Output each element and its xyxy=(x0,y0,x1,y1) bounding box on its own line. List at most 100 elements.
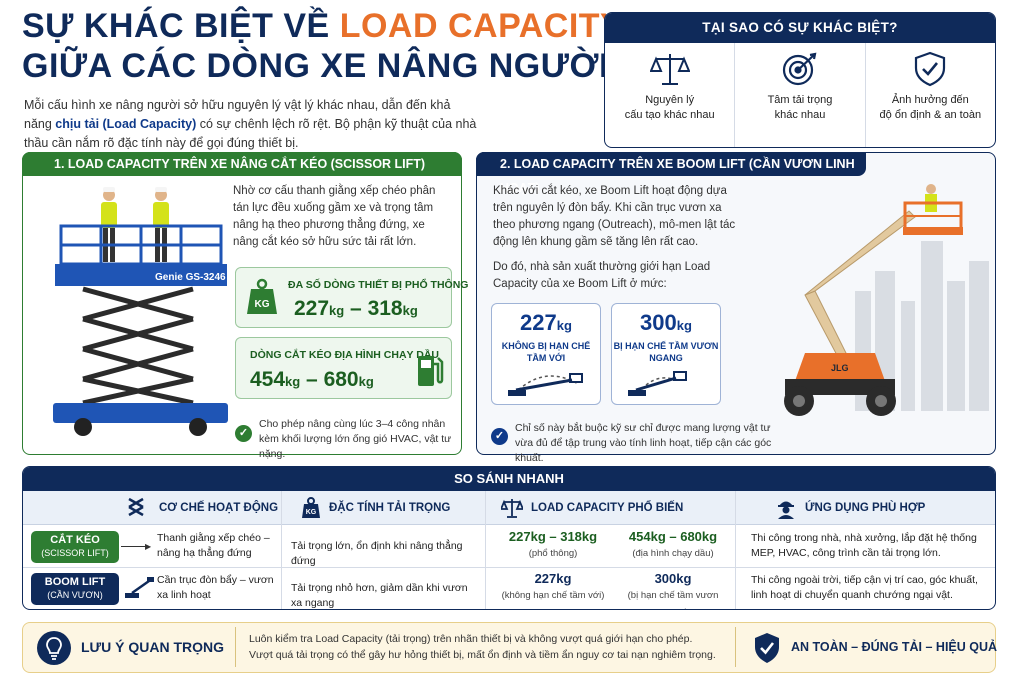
cell-capacity-1: 227kg (không hạn chế tầm với) xyxy=(493,571,613,603)
scissor-section: 1. LOAD CAPACITY TRÊN XE NÂNG CẮT KÉO (S… xyxy=(22,152,462,455)
scissor-rough-terrain-box: DÒNG CẮT KÉO ĐỊA HÌNH CHẠY DẦU 454 kg – 6… xyxy=(235,337,452,399)
kg-badge-text: KG xyxy=(306,509,317,516)
cell-mechanism: Cần trục đòn bẩy – vươn xa linh hoạt xyxy=(157,573,277,603)
boom-section: 2. LOAD CAPACITY TRÊN XE BOOM LIFT (CẦN … xyxy=(476,152,996,455)
header-application: ỨNG DỤNG PHÙ HỢP xyxy=(805,502,925,514)
scissor-lift-illustration: Genie GS-3246 xyxy=(43,181,238,436)
note-body: Luôn kiểm tra Load Capacity (tải trọng) … xyxy=(249,631,716,663)
boom-unrestricted-value: 227kg xyxy=(492,310,600,336)
boom-tag: BOOM LIFT (CẦN VƯƠN) xyxy=(31,573,119,605)
kg-badge-text: KG xyxy=(255,299,270,310)
shield-check-icon xyxy=(910,51,950,87)
why-item-line1: Ảnh hưởng đến xyxy=(866,93,995,108)
weight-icon: KG xyxy=(246,278,278,316)
boom-lift-icon xyxy=(123,575,155,601)
value-unit: kg xyxy=(677,318,692,333)
capacity-value: 227kg – 318kg xyxy=(493,529,613,544)
tag-line1: CẮT KÉO xyxy=(31,534,119,547)
cell-load-trait: Tải trọng nhỏ hơn, giảm dần khi vươn xa … xyxy=(291,581,481,610)
value-unit: kg xyxy=(329,303,344,318)
fuel-pump-icon xyxy=(416,352,444,388)
scissor-common-box: KG ĐA SỐ DÒNG THIẾT BỊ PHỔ THÔNG 227kg –… xyxy=(235,267,452,328)
boom-restricted-label: BỊ HẠN CHẾ TẦM VƯƠN NGANG xyxy=(612,340,720,364)
value-dash: – xyxy=(300,368,323,391)
column-divider xyxy=(281,491,282,610)
tag-line2: (SCISSOR LIFT) xyxy=(41,548,109,558)
page-title: SỰ KHÁC BIỆT VỀ LOAD CAPACITY GIỮA CÁC D… xyxy=(22,6,623,86)
boom-horizontal-icon xyxy=(624,366,710,400)
shield-check-icon xyxy=(753,632,781,664)
note-line2: Vượt quá tải trọng có thể gây hư hỏng th… xyxy=(249,647,716,663)
cell-mechanism: Thanh giằng xếp chéo – nâng hạ thẳng đứn… xyxy=(157,531,277,561)
intro-highlight: chịu tải (Load Capacity) xyxy=(55,117,196,131)
scissor-description: Nhờ cơ cấu thanh giằng xếp chéo phân tán… xyxy=(233,183,453,251)
comparison-heading: SO SÁNH NHANH xyxy=(23,467,995,491)
value-dash: – xyxy=(344,297,367,320)
capacity-value: 454kg – 680kg xyxy=(613,529,733,544)
note-heading: LƯU Ý QUAN TRỌNG xyxy=(81,639,224,655)
important-note: LƯU Ý QUAN TRỌNG Luôn kiểm tra Load Capa… xyxy=(22,622,996,673)
capacity-note: (bị hạn chế tầm vươn ngang) xyxy=(628,590,719,610)
why-item-line1: Nguyên lý xyxy=(605,93,734,108)
column-divider xyxy=(735,491,736,610)
note-line1: Luôn kiểm tra Load Capacity (tải trọng) … xyxy=(249,631,716,647)
capacity-value: 300kg xyxy=(613,571,733,586)
boom-lift-illustration: JLG xyxy=(735,181,993,421)
boom-heading: 2. LOAD CAPACITY TRÊN XE BOOM LIFT (CẦN … xyxy=(476,152,866,176)
check-icon: ✓ xyxy=(491,428,508,445)
boom-note: Chỉ số này bắt buộc kỹ sư chỉ được mang … xyxy=(515,421,775,466)
scissor-rough-label: DÒNG CẮT KÉO ĐỊA HÌNH CHẠY DẦU xyxy=(250,349,439,361)
why-heading: TẠI SAO CÓ SỰ KHÁC BIỆT? xyxy=(605,13,995,43)
scissor-common-value: 227kg – 318kg xyxy=(294,297,418,321)
why-item-safety: Ảnh hưởng đến độ ổn định & an toàn xyxy=(866,43,995,147)
comparison-table: SO SÁNH NHANH CƠ CHẾ HOẠT ĐỘNG KG ĐẶC TÍ… xyxy=(22,466,996,610)
value-number: 454 xyxy=(250,368,285,391)
cell-application: Thi công trong nhà, nhà xưởng, lắp đặt h… xyxy=(751,531,989,561)
boom-unrestricted-box: 227kg KHÔNG BỊ HẠN CHẾ TẦM VỚI xyxy=(491,303,601,405)
boom-description: Khác với cắt kéo, xe Boom Lift hoạt động… xyxy=(493,183,743,251)
capacity-note: (địa hình chạy dầu) xyxy=(632,548,713,559)
title-highlight: LOAD CAPACITY xyxy=(340,7,624,45)
header-capacity: LOAD CAPACITY PHỔ BIẾN xyxy=(531,502,683,514)
title-line1: SỰ KHÁC BIỆT VỀ xyxy=(22,7,340,45)
why-box: TẠI SAO CÓ SỰ KHÁC BIỆT? Nguyên lý cấu t… xyxy=(604,12,996,148)
capacity-value: 227kg xyxy=(493,571,613,586)
scissor-heading: 1. LOAD CAPACITY TRÊN XE NÂNG CẮT KÉO (S… xyxy=(22,152,462,176)
intro-text: Mỗi cấu hình xe nâng người sở hữu nguyên… xyxy=(24,96,479,153)
scissor-tag: CẮT KÉO (SCISSOR LIFT) xyxy=(31,531,119,563)
value-number: 227 xyxy=(294,297,329,320)
cell-capacity-1: 227kg – 318kg (phổ thông) xyxy=(493,529,613,561)
column-divider xyxy=(485,491,486,610)
why-item-center: Tâm tải trọng khác nhau xyxy=(735,43,865,147)
value-unit: kg xyxy=(359,374,374,389)
worker-icon xyxy=(775,497,797,519)
header-mechanism: CƠ CHẾ HOẠT ĐỘNG xyxy=(159,502,278,514)
why-item-line1: Tâm tải trọng xyxy=(735,93,864,108)
value-number: 227 xyxy=(520,310,557,335)
machine-label: Genie GS-3246 xyxy=(155,272,226,283)
value-number: 300 xyxy=(640,310,677,335)
row-divider xyxy=(23,567,996,568)
scissor-mechanism-icon xyxy=(127,497,145,517)
value-unit: kg xyxy=(403,303,418,318)
value-number: 318 xyxy=(368,297,403,320)
check-icon: ✓ xyxy=(235,425,252,442)
scale-icon xyxy=(650,51,690,87)
boom-machine-label: JLG xyxy=(831,363,849,373)
scale-icon xyxy=(501,497,523,519)
value-number: 680 xyxy=(324,368,359,391)
cell-load-trait: Tải trọng lớn, ổn định khi nâng thẳng đứ… xyxy=(291,539,481,569)
arrow-right-icon: ▶ xyxy=(145,542,151,551)
tag-line2: (CẦN VƯƠN) xyxy=(47,590,102,600)
boom-description-2: Do đó, nhà sản xuất thường giới hạn Load… xyxy=(493,259,743,293)
why-item-line2: khác nhau xyxy=(735,108,864,123)
boom-restricted-value: 300kg xyxy=(612,310,720,336)
cell-capacity-2: 454kg – 680kg (địa hình chạy dầu) xyxy=(613,529,733,561)
note-divider xyxy=(735,627,736,667)
why-item-line2: độ ổn định & an toàn xyxy=(866,108,995,123)
worker-figure xyxy=(925,184,937,212)
value-unit: kg xyxy=(557,318,572,333)
header-load-trait: ĐẶC TÍNH TẢI TRỌNG xyxy=(329,502,450,514)
cell-application: Thi công ngoài trời, tiếp cận vị trí cao… xyxy=(751,573,989,603)
weight-icon: KG xyxy=(301,497,321,519)
